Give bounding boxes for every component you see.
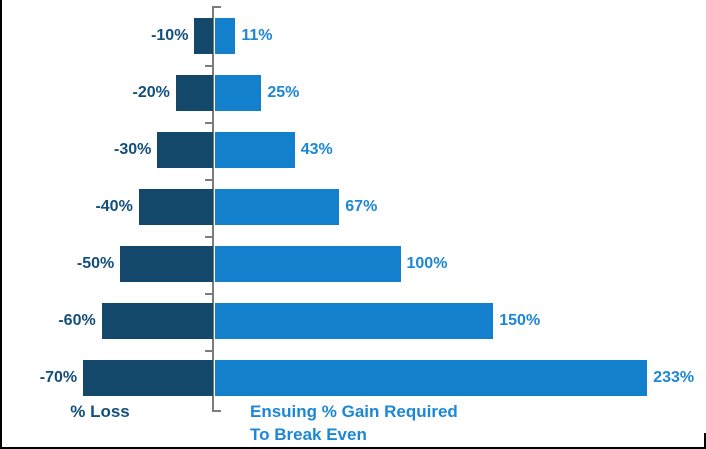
gain-bar xyxy=(215,246,401,282)
loss-value-label: -20% xyxy=(132,84,170,101)
loss-bar xyxy=(175,75,213,111)
gain-bar xyxy=(215,303,494,339)
axis-top-cap xyxy=(213,6,221,8)
loss-value-label: -40% xyxy=(95,198,133,215)
loss-value-label: -30% xyxy=(113,141,152,158)
loss-bar xyxy=(101,303,213,339)
gain-value-label: 150% xyxy=(499,312,541,329)
axis-tick-mark xyxy=(205,350,213,352)
gain-bar xyxy=(215,360,648,396)
frame-border-fragment xyxy=(704,433,706,447)
x-axis-title-gain-line2: To Break Even xyxy=(250,425,367,444)
axis-baseline xyxy=(212,6,214,412)
loss-bar xyxy=(194,18,213,54)
gain-value-label: 100% xyxy=(406,255,448,272)
axis-tick-mark xyxy=(205,293,213,295)
x-axis-title-gain: Ensuing % Gain Required To Break Even xyxy=(250,400,458,446)
loss-bar xyxy=(83,360,213,396)
gain-value-label: 11% xyxy=(241,27,273,44)
gain-value-label: 25% xyxy=(267,84,300,101)
gain-bar xyxy=(215,189,340,225)
loss-value-label: -60% xyxy=(58,312,96,329)
gain-bar xyxy=(215,132,295,168)
loss-bar xyxy=(138,189,213,225)
axis-tick-mark xyxy=(205,122,213,124)
x-axis-title-gain-line1: Ensuing % Gain Required xyxy=(250,402,458,421)
gain-value-label: 43% xyxy=(300,141,333,158)
gain-value-label: 67% xyxy=(345,198,378,215)
loss-bar xyxy=(157,132,213,168)
axis-tick-mark xyxy=(205,179,213,181)
loss-value-label: -10% xyxy=(151,27,189,44)
gain-bar xyxy=(215,18,236,54)
gain-value-label: 233% xyxy=(653,369,695,386)
loss-value-label: -70% xyxy=(39,369,78,386)
loss-value-label: -50% xyxy=(76,255,115,272)
axis-bottom-cap xyxy=(213,410,221,412)
gain-bar xyxy=(215,75,262,111)
loss-bar xyxy=(120,246,213,282)
axis-tick-mark xyxy=(205,65,213,67)
x-axis-title-loss: % Loss xyxy=(70,402,130,421)
axis-tick-mark xyxy=(205,236,213,238)
